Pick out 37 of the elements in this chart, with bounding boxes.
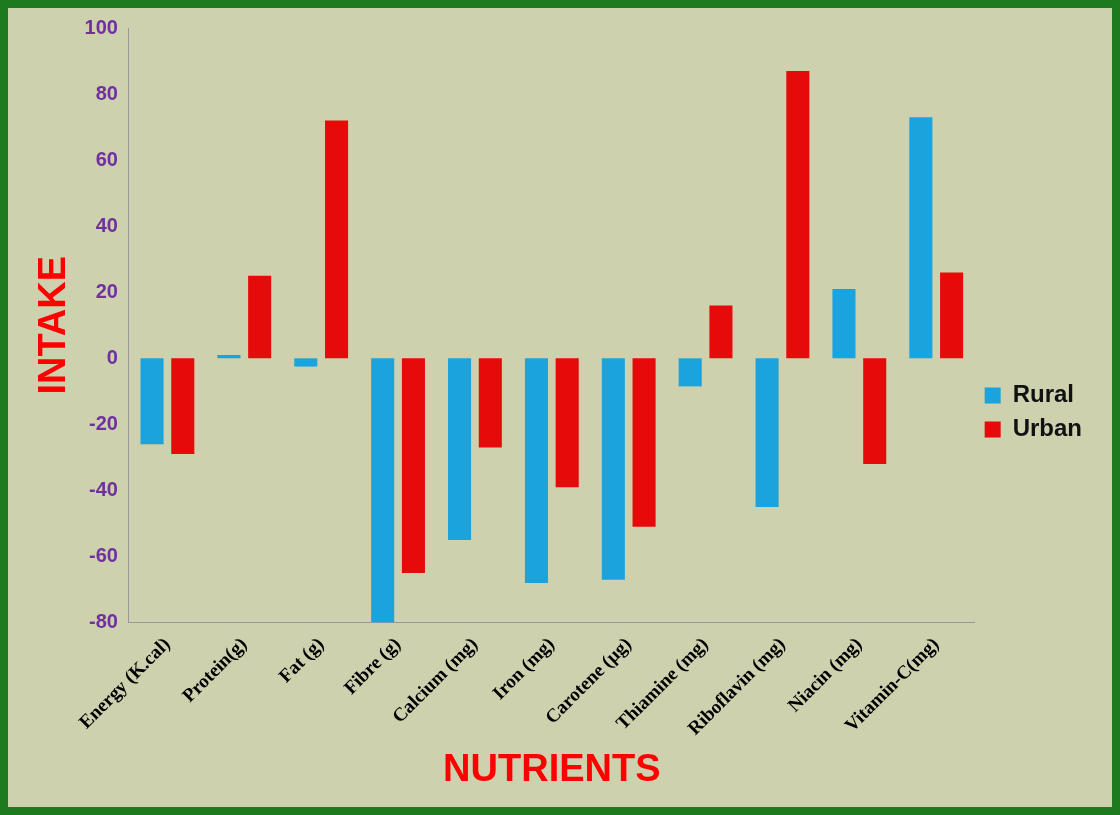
bar [940,272,964,359]
y-axis-title: INTAKE [31,255,74,395]
y-tick-label: -60 [89,544,118,567]
bar [524,358,548,583]
y-tick-label: 40 [95,213,118,236]
legend-label: Rural [1012,380,1075,408]
bar [448,358,472,541]
x-axis-title: NUTRIENTS [443,746,661,789]
y-tick-label: 100 [84,15,118,38]
bar [371,358,395,623]
bar [294,358,318,367]
bar [478,358,502,448]
legend-label: Urban [1012,414,1082,442]
bar [248,275,272,359]
bar [709,305,733,359]
y-tick-label: 20 [95,279,118,302]
bar [755,358,779,507]
bar [140,358,164,445]
y-tick-label: 0 [106,345,118,368]
bar [217,355,241,359]
bar [832,288,856,359]
bar [632,358,656,527]
y-tick-label: -20 [89,411,118,434]
x-tick-label: Fat (g) [274,633,329,688]
bar [909,117,933,359]
bar [863,358,887,465]
bar [171,358,195,455]
bar [555,358,579,488]
y-tick-label: -40 [89,477,118,500]
bar [401,358,425,574]
y-tick-label: 60 [95,147,118,170]
bar [678,358,702,387]
bar [325,120,349,359]
bar [601,358,625,580]
y-tick-label: -80 [89,610,118,633]
bar [786,70,810,359]
y-tick-label: 80 [95,81,118,104]
